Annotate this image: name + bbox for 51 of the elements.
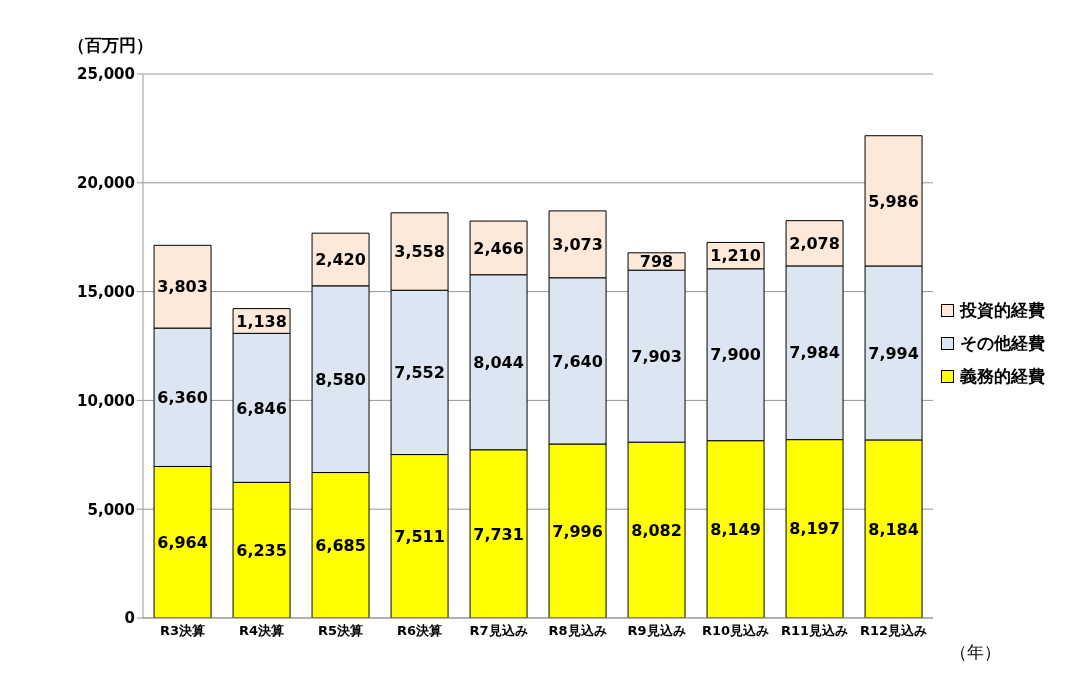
legend-label: その他経費 (960, 331, 1045, 355)
data-label: 7,903 (631, 346, 682, 366)
x-tick-label: R6決算 (396, 623, 443, 639)
data-label: 7,994 (868, 343, 919, 363)
x-tick-label: R10見込み (701, 623, 770, 639)
data-label: 7,996 (552, 521, 603, 541)
data-label: 6,235 (236, 540, 287, 560)
legend-label: 義務的経費 (960, 364, 1045, 388)
data-label: 8,184 (868, 519, 919, 539)
data-label: 1,210 (710, 246, 761, 266)
data-label: 8,044 (473, 352, 524, 372)
y-tick-label: 25,000 (77, 65, 135, 84)
data-label: 798 (639, 252, 674, 272)
data-label: 8,197 (789, 519, 840, 539)
data-label: 7,731 (473, 524, 524, 544)
y-tick-label: 15,000 (77, 282, 135, 301)
y-axis-title: （百万円） (68, 34, 153, 57)
data-label: 7,640 (552, 351, 603, 371)
y-tick-label: 10,000 (77, 391, 135, 410)
x-tick-label: R12見込み (859, 623, 928, 639)
x-tick-label: R11見込み (780, 623, 849, 639)
data-label: 8,149 (710, 520, 761, 540)
data-label: 7,511 (394, 526, 445, 546)
x-tick-label: R7見込み (469, 623, 528, 639)
x-tick-label: R5決算 (317, 623, 364, 639)
data-label: 5,986 (868, 191, 919, 211)
data-label: 6,360 (157, 387, 208, 407)
data-label: 3,073 (552, 235, 603, 255)
legend-label: 投資的経費 (960, 298, 1045, 322)
x-tick-label: R8見込み (548, 623, 607, 639)
data-label: 2,078 (789, 233, 840, 253)
y-tick-label: 5,000 (87, 500, 135, 519)
x-tick-label: R9見込み (627, 623, 686, 639)
data-label: 6,846 (236, 398, 287, 418)
x-tick-label: R4決算 (238, 623, 285, 639)
data-label: 7,552 (394, 363, 445, 383)
data-label: 8,082 (631, 520, 682, 540)
y-tick-label: 20,000 (77, 174, 135, 193)
data-label: 2,466 (473, 238, 524, 258)
data-label: 6,964 (157, 532, 208, 552)
x-axis-title: （年） (950, 641, 1001, 664)
x-tick-label: R3決算 (159, 623, 206, 639)
data-label: 1,138 (236, 311, 287, 331)
data-label: 6,685 (315, 535, 366, 555)
data-label: 8,580 (315, 369, 366, 389)
y-tick-label: 0 (124, 609, 135, 628)
data-label: 7,900 (710, 345, 761, 365)
data-label: 3,803 (157, 277, 208, 297)
data-label: 3,558 (394, 242, 445, 262)
data-label: 7,984 (789, 343, 840, 363)
data-label: 2,420 (315, 250, 366, 270)
